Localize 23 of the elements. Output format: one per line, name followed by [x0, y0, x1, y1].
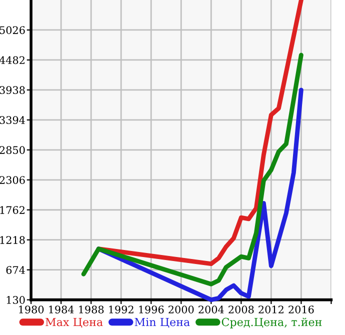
x-tick-label: 2000	[168, 306, 194, 314]
y-tick-label: 130	[6, 296, 25, 304]
line-series	[81, 52, 304, 286]
y-tick-label: 5026	[0, 26, 25, 34]
legend-label: Сред.Цена, т.йен	[222, 318, 322, 328]
y-tick-label: 1762	[0, 206, 24, 214]
x-tick-label: 1992	[109, 306, 134, 314]
x-tick-label: 1996	[139, 306, 164, 314]
x-tick-label: 2008	[228, 306, 254, 314]
x-tick-label: 2004	[198, 306, 224, 314]
x-tick-label: 1984	[49, 306, 74, 314]
y-tick-label: 3938	[0, 86, 25, 94]
x-tick-label: 2016	[288, 306, 314, 314]
y-tick-label: 3394	[0, 116, 25, 124]
y-tick-label: 674	[6, 266, 25, 274]
x-tick-label: 1980	[19, 306, 44, 314]
legend-label: Min Цена	[134, 318, 190, 328]
y-tick-label: 2306	[0, 176, 25, 184]
x-tick-label: 1988	[79, 306, 104, 314]
x-tick-label: 2012	[258, 306, 284, 314]
legend-label: Max Цена	[46, 318, 103, 328]
y-tick-label: 2850	[0, 146, 25, 154]
y-tick-label: 1218	[0, 236, 25, 244]
